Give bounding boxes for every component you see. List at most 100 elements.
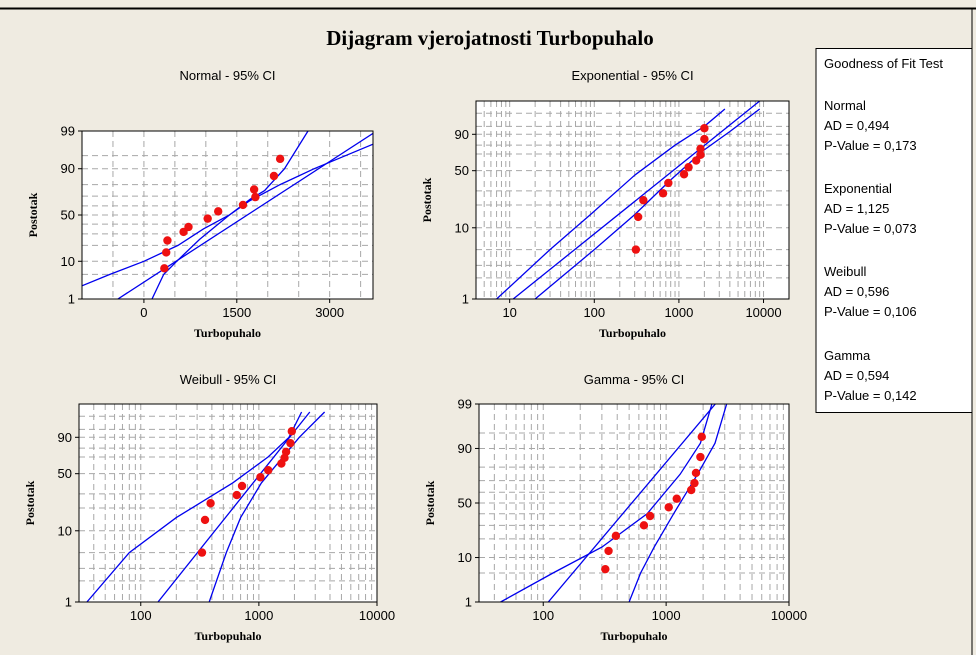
exponential-data-point — [684, 163, 693, 172]
normal-inner — [82, 131, 373, 299]
normal-data-point — [238, 200, 248, 210]
normal-x-tick-label: 3000 — [315, 305, 344, 320]
weibull-x-tick-label: 1000 — [244, 608, 273, 623]
panel-gamma: 100 1000 10000 1 10 50 90 99 Gamma - 95% CI Turbo… — [423, 372, 807, 643]
normal-x-axis-label: Turbopuhalo — [194, 326, 261, 340]
legend-weibull-name: Weibull — [824, 264, 867, 279]
gamma-panel-title: Gamma - 95% CI — [584, 372, 684, 387]
exponential-data-point — [664, 178, 673, 188]
legend-exponential-name: Exponential — [824, 181, 892, 196]
exponential-inner — [476, 101, 789, 299]
exponential-x-tick-label: 100 — [583, 305, 605, 320]
normal-data-point — [275, 154, 285, 164]
legend-weibull-ad: AD = 0,596 — [824, 284, 889, 299]
exponential-plot-area — [476, 101, 789, 299]
gamma-x-tick-label: 100 — [532, 608, 554, 623]
weibull-data-point — [200, 515, 210, 525]
weibull-inner — [79, 404, 377, 602]
normal-data-point — [214, 207, 223, 216]
exponential-x-tick-label: 10000 — [745, 305, 781, 320]
exponential-data-point — [639, 196, 648, 205]
normal-data-point — [269, 171, 279, 181]
normal-y-axis-label: Postotak — [26, 192, 40, 237]
gamma-y-tick-label: 90 — [458, 441, 472, 456]
exponential-data-point — [700, 134, 709, 144]
weibull-data-point — [197, 548, 207, 557]
legend-gamma-ad: AD = 0,594 — [824, 368, 889, 383]
weibull-ci-lower-line — [208, 411, 326, 602]
exponential-data-point — [679, 170, 689, 179]
weibull-x-axis-label: Turbopuhalo — [195, 629, 262, 643]
weibull-data-point — [256, 473, 265, 482]
exponential-panel-title: Exponential - 95% CI — [571, 68, 693, 83]
exponential-data-point — [631, 245, 641, 254]
exponential-x-tick-label: 1000 — [664, 305, 693, 320]
normal-x-tick-label: 1500 — [222, 305, 251, 320]
exponential-y-tick-label: 10 — [455, 220, 469, 235]
page-title: Dijagram vjerojatnosti Turbopuhalo — [326, 26, 653, 50]
gamma-y-tick-label: 50 — [458, 496, 472, 511]
weibull-data-point — [286, 438, 295, 448]
weibull-y-tick-label: 1 — [65, 595, 72, 610]
legend-normal-p: P-Value = 0,173 — [824, 138, 917, 153]
weibull-x-tick-label: 100 — [130, 608, 152, 623]
gamma-ci-lower-line — [628, 404, 728, 602]
weibull-y-axis-label: Postotak — [23, 480, 37, 525]
weibull-plot-border — [78, 403, 378, 603]
panel-exponential: 10 100 1000 10000 1 10 50 90 Exponential - 95% C… — [420, 68, 790, 340]
legend-weibull-p: P-Value = 0,106 — [824, 304, 917, 319]
goodness-of-fit-legend: Goodness of Fit Test Normal AD = 0,494 P… — [815, 48, 973, 413]
normal-fit-line — [117, 132, 373, 299]
weibull-data-point — [232, 490, 241, 500]
exponential-data-point — [658, 189, 668, 198]
normal-x-tick-label: 0 — [140, 305, 147, 320]
normal-data-point — [249, 185, 259, 194]
exponential-data-point — [696, 150, 705, 159]
weibull-data-point — [206, 499, 215, 508]
legend-gamma-name: Gamma — [824, 348, 871, 363]
gamma-data-point — [601, 564, 610, 574]
exponential-fit-line — [512, 101, 761, 299]
exponential-y-tick-label: 90 — [455, 127, 469, 142]
normal-y-tick-label: 50 — [61, 208, 75, 223]
exponential-x-tick-label: 10 — [502, 305, 516, 320]
legend-normal-ad: AD = 0,494 — [824, 118, 889, 133]
exponential-data-point — [691, 156, 701, 165]
gamma-data-point — [672, 494, 681, 503]
weibull-data-point — [287, 427, 297, 436]
gamma-fit-line — [547, 404, 717, 602]
gamma-data-point — [696, 452, 705, 462]
gamma-x-tick-label: 1000 — [652, 608, 681, 623]
exponential-y-tick-label: 1 — [462, 292, 469, 307]
gamma-inner — [479, 404, 789, 602]
gamma-y-tick-label: 10 — [458, 550, 472, 565]
plot-panels: 0 1500 3000 1 10 50 90 99 Normal - 95% CI Turbopu… — [23, 68, 807, 643]
normal-ci-lower-line — [151, 143, 373, 299]
gamma-data-point — [604, 546, 613, 556]
legend-exponential-ad: AD = 1,125 — [824, 201, 889, 216]
legend-gamma-p: P-Value = 0,142 — [824, 388, 917, 403]
normal-data-point — [203, 214, 212, 223]
exponential-y-axis-label: Postotak — [420, 177, 434, 222]
gamma-y-tick-label: 1 — [465, 595, 472, 610]
gamma-data-point — [691, 468, 701, 478]
gamma-data-point — [687, 485, 696, 495]
normal-y-tick-label: 99 — [61, 124, 75, 139]
gamma-x-axis-label: Turbopuhalo — [601, 629, 668, 643]
weibull-data-point — [281, 447, 291, 456]
weibull-x-tick-label: 10000 — [359, 608, 395, 623]
legend-title: Goodness of Fit Test — [824, 56, 943, 71]
gamma-data-point — [611, 531, 621, 541]
normal-data-point — [251, 192, 260, 202]
normal-y-tick-label: 1 — [68, 292, 75, 307]
normal-data-point — [160, 264, 169, 273]
exponential-plot-border — [475, 100, 790, 300]
gamma-x-tick-label: 10000 — [771, 608, 807, 623]
weibull-y-tick-label: 90 — [58, 430, 72, 445]
exponential-y-tick-label: 50 — [455, 163, 469, 178]
legend-exponential-p: P-Value = 0,073 — [824, 221, 917, 236]
gamma-data-point — [639, 521, 649, 530]
normal-y-tick-label: 90 — [61, 161, 75, 176]
